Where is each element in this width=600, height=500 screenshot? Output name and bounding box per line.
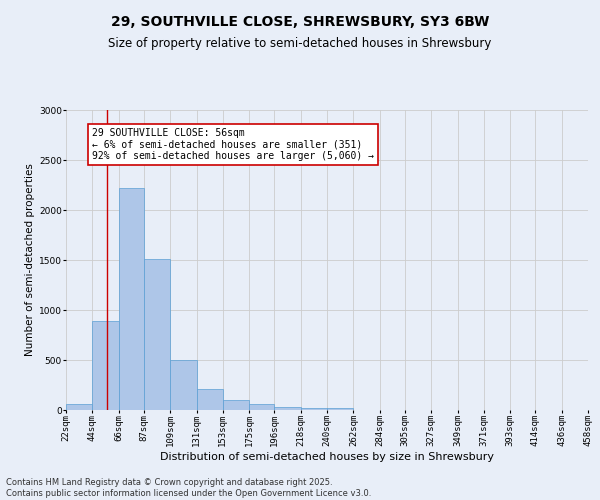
Bar bbox=[170, 360, 197, 410]
Bar bbox=[301, 408, 327, 410]
Y-axis label: Number of semi-detached properties: Number of semi-detached properties bbox=[25, 164, 35, 356]
Text: 29, SOUTHVILLE CLOSE, SHREWSBURY, SY3 6BW: 29, SOUTHVILLE CLOSE, SHREWSBURY, SY3 6B… bbox=[111, 15, 489, 29]
Bar bbox=[119, 188, 144, 410]
Text: 29 SOUTHVILLE CLOSE: 56sqm
← 6% of semi-detached houses are smaller (351)
92% of: 29 SOUTHVILLE CLOSE: 56sqm ← 6% of semi-… bbox=[92, 128, 374, 161]
Bar bbox=[144, 259, 170, 410]
Bar bbox=[92, 321, 119, 410]
Bar bbox=[327, 408, 353, 410]
Text: Size of property relative to semi-detached houses in Shrewsbury: Size of property relative to semi-detach… bbox=[109, 38, 491, 51]
Bar bbox=[249, 404, 274, 410]
X-axis label: Distribution of semi-detached houses by size in Shrewsbury: Distribution of semi-detached houses by … bbox=[160, 452, 494, 462]
Bar bbox=[274, 407, 301, 410]
Bar bbox=[66, 404, 92, 410]
Bar bbox=[197, 389, 223, 410]
Text: Contains HM Land Registry data © Crown copyright and database right 2025.
Contai: Contains HM Land Registry data © Crown c… bbox=[6, 478, 371, 498]
Bar bbox=[223, 400, 249, 410]
